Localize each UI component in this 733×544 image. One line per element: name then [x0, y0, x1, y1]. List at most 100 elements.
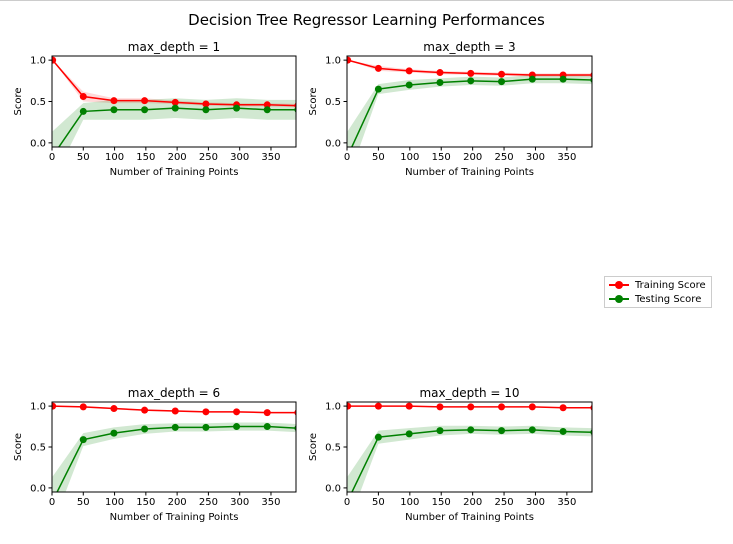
x-tick-label: 350 — [557, 497, 576, 508]
point-testing — [141, 106, 149, 114]
point-training — [202, 408, 210, 416]
point-training — [498, 403, 506, 411]
x-tick-label: 50 — [77, 152, 90, 163]
x-tick-label: 0 — [49, 152, 55, 163]
subplot-title: max_depth = 1 — [128, 40, 220, 54]
x-tick-label: 50 — [77, 497, 90, 508]
x-tick-label: 100 — [400, 152, 419, 163]
plot-area — [52, 56, 296, 147]
point-training — [347, 56, 352, 64]
point-training — [202, 100, 210, 108]
point-testing — [559, 75, 567, 83]
x-tick-label: 200 — [463, 152, 482, 163]
point-testing — [202, 106, 210, 114]
axes-frame — [346, 401, 593, 493]
point-testing — [528, 426, 536, 434]
plot-area — [347, 56, 592, 147]
x-tick-label: 100 — [105, 497, 124, 508]
point-testing — [405, 430, 413, 438]
point-training — [141, 97, 149, 105]
x-axis-label: Number of Training Points — [405, 167, 534, 178]
y-axis-label: Score — [308, 433, 319, 461]
point-training — [436, 69, 444, 77]
point-training — [498, 70, 506, 78]
x-tick-label: 300 — [526, 152, 545, 163]
subplot-3: 0 50 100 150 200 250 300 350 0.0 0.5 1.0 max_depth … — [13, 386, 297, 523]
point-testing — [294, 106, 296, 113]
point-training — [590, 404, 592, 411]
y-axis-label: Score — [308, 87, 319, 115]
x-tick-label: 350 — [557, 152, 576, 163]
y-tick-label: 0.5 — [325, 97, 341, 108]
subplot-1: 0 50 100 150 200 250 300 350 0.0 0.5 1.0 max_depth … — [13, 40, 297, 178]
point-testing — [374, 85, 382, 93]
point-training — [528, 403, 536, 411]
point-testing — [405, 81, 413, 89]
legend: Training Score Testing Score — [604, 276, 712, 308]
point-testing — [263, 423, 271, 431]
x-tick-label: 300 — [230, 497, 249, 508]
point-testing — [79, 107, 87, 115]
x-tick-label: 100 — [400, 497, 419, 508]
point-training — [590, 72, 592, 78]
point-training — [171, 98, 179, 106]
x-tick-label: 150 — [136, 497, 155, 508]
x-tick-label: 200 — [168, 497, 187, 508]
x-tick-label: 0 — [344, 152, 350, 163]
subplot-title: max_depth = 3 — [423, 40, 515, 54]
point-testing — [110, 106, 118, 114]
subplot-title: max_depth = 6 — [128, 386, 220, 400]
y-tick-label: 1.0 — [325, 56, 341, 67]
x-tick-label: 0 — [344, 497, 350, 508]
point-testing — [436, 427, 444, 435]
x-tick-label: 100 — [105, 152, 124, 163]
y-tick-label: 0.0 — [30, 483, 46, 494]
x-tick-label: 200 — [168, 152, 187, 163]
point-training — [141, 406, 149, 414]
point-training — [347, 402, 352, 410]
x-tick-label: 350 — [261, 152, 280, 163]
figure-title: Decision Tree Regressor Learning Perform… — [188, 11, 545, 29]
point-testing — [79, 436, 87, 444]
point-training — [79, 93, 87, 101]
x-tick-label: 300 — [230, 152, 249, 163]
subplot-4: 0 50 100 150 200 250 300 350 0.0 0.5 1.0 max_depth … — [308, 386, 593, 523]
point-testing — [263, 106, 271, 114]
point-testing — [467, 426, 475, 434]
point-training — [405, 402, 413, 410]
point-training — [263, 101, 271, 109]
point-testing — [467, 77, 475, 85]
point-testing — [374, 433, 382, 441]
legend-item-testing: Testing Score — [609, 293, 701, 305]
y-tick-label: 0.5 — [325, 443, 341, 454]
top-border-line — [0, 0, 733, 1]
plot-area — [52, 402, 296, 492]
point-training — [110, 97, 118, 105]
point-testing — [110, 429, 118, 437]
y-tick-label: 0.5 — [30, 443, 46, 454]
legend-label-testing: Testing Score — [635, 293, 702, 305]
point-testing — [171, 423, 179, 431]
point-testing — [590, 77, 592, 83]
x-tick-label: 300 — [526, 497, 545, 508]
point-testing — [436, 78, 444, 86]
point-testing — [559, 427, 567, 435]
axes-frame — [51, 401, 297, 493]
point-training — [52, 402, 57, 410]
x-axis-label: Number of Training Points — [110, 167, 239, 178]
x-tick-label: 250 — [495, 497, 514, 508]
subplot-2: 0 50 100 150 200 250 300 350 0.0 0.5 1.0 max_depth … — [308, 40, 593, 178]
point-training — [559, 404, 567, 412]
legend-label-training: Training Score — [635, 279, 706, 291]
band-testing — [52, 422, 296, 492]
x-tick-label: 0 — [49, 497, 55, 508]
point-testing — [498, 427, 506, 435]
y-tick-label: 0.5 — [30, 97, 46, 108]
x-tick-label: 250 — [199, 497, 218, 508]
point-testing — [498, 78, 506, 86]
x-tick-label: 250 — [199, 152, 218, 163]
point-training — [171, 407, 179, 415]
point-testing — [294, 425, 296, 432]
point-training — [374, 64, 382, 72]
point-testing — [171, 104, 179, 112]
